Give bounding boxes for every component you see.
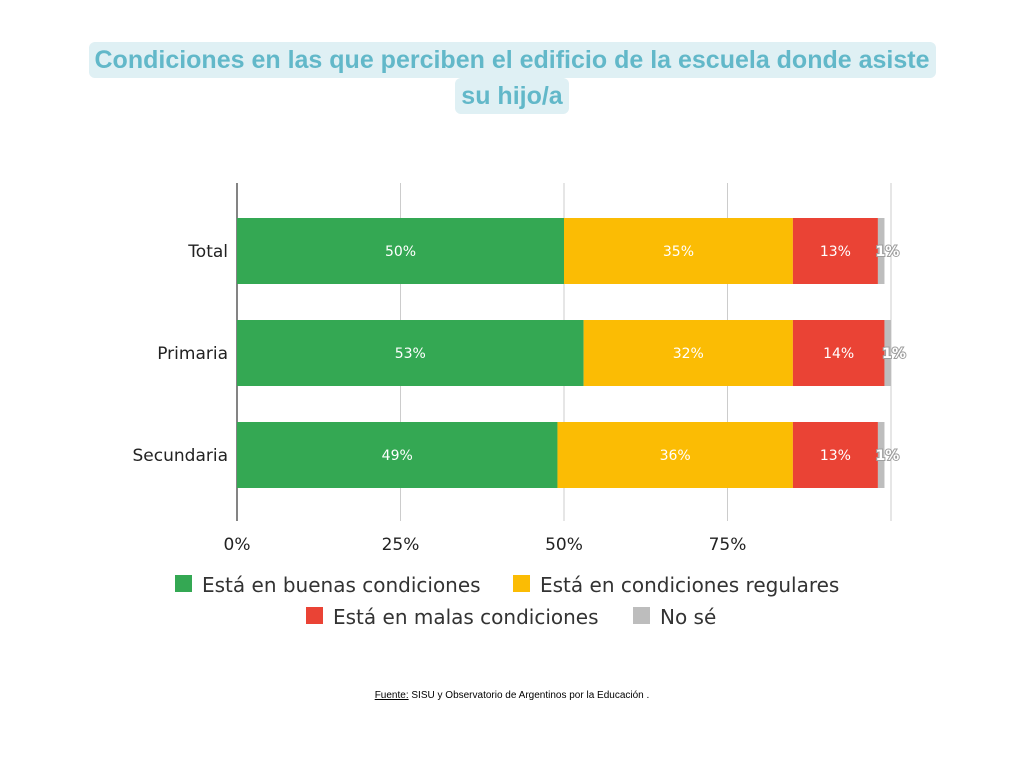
data-label: 50% bbox=[385, 244, 416, 260]
bar-segment bbox=[237, 422, 558, 488]
legend-label: Está en malas condiciones bbox=[333, 605, 599, 629]
data-label: 36% bbox=[660, 448, 691, 464]
data-label: 14% bbox=[823, 346, 854, 362]
legend-label: Está en buenas condiciones bbox=[202, 573, 481, 597]
legend-swatch bbox=[513, 575, 530, 592]
bar-segment bbox=[557, 422, 793, 488]
data-label: 13% bbox=[820, 244, 851, 260]
data-label: 49% bbox=[382, 448, 413, 464]
source-label: Fuente: bbox=[374, 690, 409, 701]
category-label: Primaria bbox=[157, 344, 228, 364]
data-label: 53% bbox=[395, 346, 426, 362]
x-tick-label: 25% bbox=[382, 535, 420, 555]
bar-segment bbox=[792, 218, 878, 284]
x-tick-label: 50% bbox=[545, 535, 583, 555]
title-line-1: Condiciones en las que perciben el edifi… bbox=[88, 42, 936, 78]
legend-swatch bbox=[306, 607, 323, 624]
bar-segment bbox=[877, 422, 885, 488]
data-label: 1% bbox=[882, 346, 906, 362]
bar-segment bbox=[237, 218, 564, 284]
data-label: 1% bbox=[876, 448, 900, 464]
legend-swatch bbox=[633, 607, 650, 624]
bar-segment bbox=[583, 320, 793, 386]
bar-segment bbox=[877, 218, 885, 284]
category-label: Total bbox=[187, 242, 228, 262]
title-line-2: su hijo/a bbox=[455, 78, 569, 114]
category-label: Secundaria bbox=[133, 446, 228, 466]
source-text: SISU y Observatorio de Argentinos por la… bbox=[408, 690, 650, 701]
data-label: 35% bbox=[663, 244, 694, 260]
source-note: Fuente: SISU y Observatorio de Argentino… bbox=[0, 690, 1024, 701]
data-label: 32% bbox=[673, 346, 704, 362]
stacked-bar-chart: 0% 25% 50% 75% Total 50% 35% 13% 1% Primaria 53% 32… bbox=[133, 183, 907, 629]
bar-segment bbox=[237, 320, 584, 386]
chart-title: Condiciones en las que perciben el edifi… bbox=[0, 42, 1024, 114]
x-tick-label: 0% bbox=[224, 535, 251, 555]
bar-segment bbox=[792, 320, 885, 386]
bar-segment bbox=[792, 422, 878, 488]
legend-swatch bbox=[175, 575, 192, 592]
legend-label: No sé bbox=[660, 605, 716, 629]
bar-segment bbox=[884, 320, 891, 386]
data-label: 13% bbox=[820, 448, 851, 464]
bar-segment bbox=[564, 218, 793, 284]
data-label: 1% bbox=[876, 244, 900, 260]
legend-label: Está en condiciones regulares bbox=[540, 573, 839, 597]
x-tick-label: 75% bbox=[709, 535, 747, 555]
